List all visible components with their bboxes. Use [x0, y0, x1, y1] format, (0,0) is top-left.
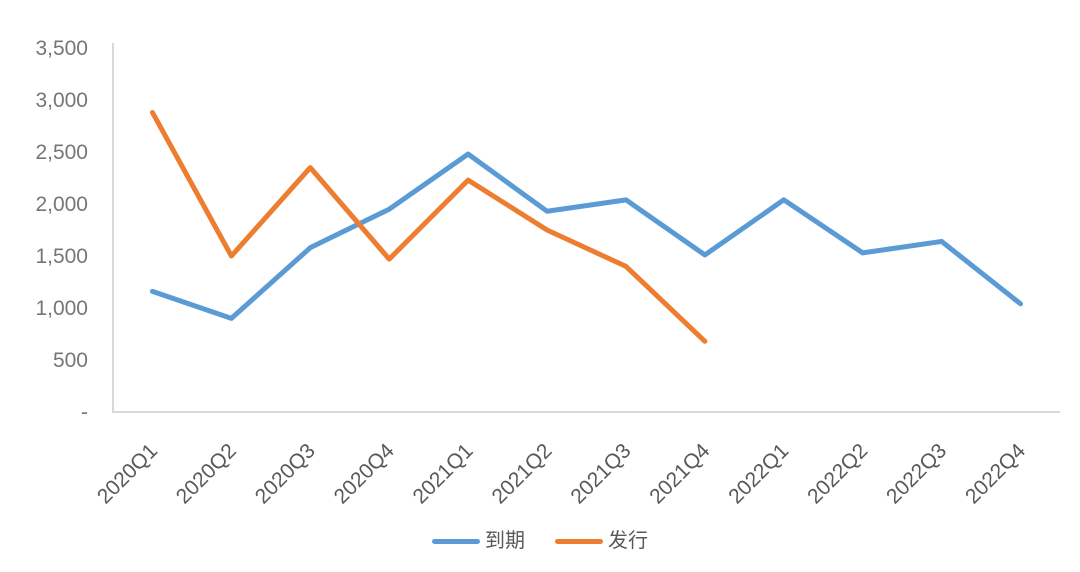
y-axis-tick-label: 1,500 — [35, 245, 88, 268]
legend-label-issuance: 发行 — [608, 530, 648, 552]
legend-swatch-maturity — [432, 538, 480, 544]
chart-legend: 到期 发行 — [0, 528, 1080, 554]
legend-item-maturity: 到期 — [432, 531, 525, 551]
y-axis-tick-label: 3,000 — [35, 89, 88, 112]
y-axis-tick-label: 3,500 — [35, 37, 88, 60]
legend-label-maturity: 到期 — [485, 530, 525, 552]
legend-swatch-issuance — [555, 538, 603, 544]
legend-item-issuance: 发行 — [555, 531, 648, 551]
x-axis-tick-label: 2021Q2 — [487, 439, 556, 508]
y-axis-tick-label: 500 — [53, 349, 88, 372]
series-line-maturity — [149, 151, 1024, 321]
axes — [112, 43, 1060, 413]
x-axis-tick-label: 2020Q4 — [330, 439, 399, 508]
x-axis-tick-label: 2020Q2 — [172, 439, 241, 508]
x-axis-tick-label: 2021Q4 — [645, 439, 714, 508]
x-axis-tick-label: 2022Q2 — [803, 439, 872, 508]
series-line-issuance — [149, 109, 708, 344]
x-axis-tick-label: 2022Q3 — [882, 439, 951, 508]
x-axis-tick-label: 2021Q1 — [409, 439, 478, 508]
x-axis-tick-label: 2022Q4 — [961, 439, 1030, 508]
x-axis-tick-label: 2020Q1 — [93, 439, 162, 508]
y-axis-tick-label: 1,000 — [35, 297, 88, 320]
y-axis-tick-label: 2,000 — [35, 193, 88, 216]
y-axis-tick-label: - — [81, 401, 88, 424]
x-axis-tick-label: 2022Q1 — [724, 439, 793, 508]
x-axis-tick-label: 2020Q3 — [251, 439, 320, 508]
y-axis-tick-label: 2,500 — [35, 141, 88, 164]
x-axis-tick-label: 2021Q3 — [566, 439, 635, 508]
